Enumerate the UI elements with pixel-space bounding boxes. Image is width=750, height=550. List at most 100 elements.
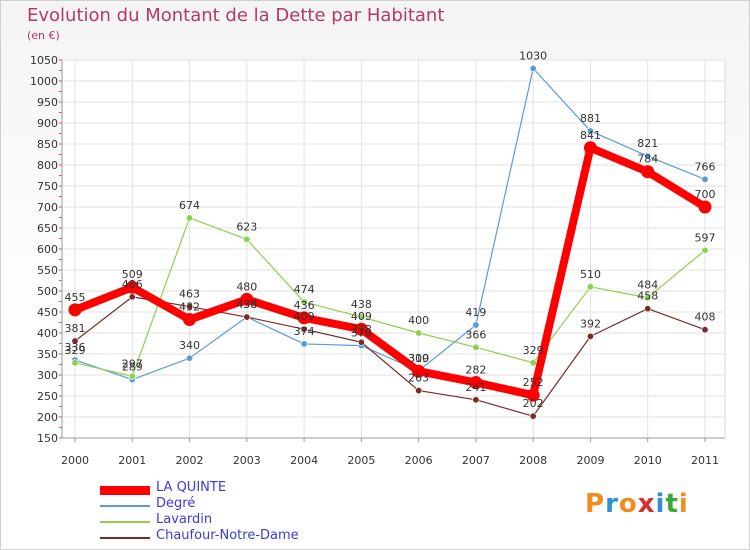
data-label: 409 — [294, 310, 315, 323]
data-point — [701, 246, 709, 254]
data-point — [243, 235, 251, 243]
data-point — [529, 359, 537, 367]
y-tick-label: 550 — [37, 264, 58, 277]
data-point — [125, 280, 139, 294]
data-point — [186, 214, 194, 222]
y-tick-label: 750 — [37, 180, 58, 193]
data-label: 463 — [179, 288, 200, 301]
data-label: 297 — [122, 357, 143, 370]
data-label: 841 — [580, 129, 601, 142]
data-point — [644, 294, 652, 302]
y-tick-label: 1050 — [30, 54, 58, 67]
y-tick-label: 350 — [37, 348, 58, 361]
data-label: 282 — [465, 364, 486, 377]
data-point — [472, 343, 480, 351]
legend-label: LA QUINTE — [156, 480, 227, 495]
data-point — [243, 313, 251, 321]
data-label: 289 — [122, 361, 143, 374]
data-label: 340 — [179, 339, 200, 352]
legend-swatch — [100, 537, 150, 539]
data-point — [300, 325, 308, 333]
series-line-2 — [74, 217, 706, 377]
data-label: 329 — [523, 344, 544, 357]
x-tick-label: 2003 — [233, 454, 261, 467]
y-tick-label: 500 — [37, 285, 58, 298]
data-label: 374 — [294, 325, 315, 338]
data-point — [586, 127, 594, 135]
x-tick-label: 2006 — [405, 454, 433, 467]
data-point — [186, 354, 194, 362]
data-label: 263 — [408, 372, 429, 385]
legend-label: Chaufour-Notre-Dame — [156, 528, 299, 543]
data-label: 310 — [408, 352, 429, 365]
data-label: 381 — [65, 322, 86, 335]
data-label: 458 — [637, 290, 658, 303]
data-label: 438 — [236, 298, 257, 311]
chart-title: Evolution du Montant de la Dette par Hab… — [27, 5, 445, 26]
y-tick-label: 200 — [37, 411, 58, 424]
data-point — [469, 376, 483, 390]
data-point — [644, 305, 652, 313]
data-label: 241 — [465, 381, 486, 394]
data-point — [240, 292, 254, 306]
data-point — [526, 388, 540, 402]
data-label: 766 — [695, 160, 716, 173]
data-point — [357, 313, 365, 321]
y-tick-label: 300 — [37, 369, 58, 382]
data-label: 438 — [236, 298, 257, 311]
legend-label: Lavardin — [156, 512, 213, 527]
data-point — [357, 338, 365, 346]
x-tick-label: 2001 — [118, 454, 146, 467]
y-tick-label: 450 — [37, 306, 58, 319]
x-tick-label: 2008 — [519, 454, 547, 467]
data-point — [68, 303, 82, 317]
x-tick-label: 2002 — [176, 454, 204, 467]
legend-swatch — [100, 486, 150, 495]
data-point — [641, 165, 655, 179]
data-label: 392 — [580, 317, 601, 330]
series-line-0 — [71, 143, 709, 400]
chart-subtitle: (en €) — [27, 29, 60, 42]
y-tick-label: 700 — [37, 201, 58, 214]
data-point — [300, 298, 308, 306]
data-label: 438 — [351, 298, 372, 311]
data-label: 408 — [695, 311, 716, 324]
data-label: 432 — [179, 301, 200, 314]
data-point — [586, 332, 594, 340]
x-tick-label: 2000 — [61, 454, 89, 467]
data-label: 1030 — [519, 49, 547, 62]
y-tick-label: 850 — [37, 138, 58, 151]
data-point — [186, 303, 194, 311]
data-label: 784 — [637, 153, 658, 166]
data-label: 674 — [179, 199, 200, 212]
data-label: 509 — [122, 268, 143, 281]
y-tick-label: 650 — [37, 222, 58, 235]
y-tick-label: 950 — [37, 96, 58, 109]
y-tick-label: 800 — [37, 159, 58, 172]
data-point — [701, 175, 709, 183]
data-label: 329 — [65, 344, 86, 357]
data-label: 510 — [580, 268, 601, 281]
y-tick-label: 400 — [37, 327, 58, 340]
data-point — [183, 313, 197, 327]
data-label: 336 — [65, 341, 86, 354]
data-label: 370 — [351, 327, 372, 340]
data-label: 597 — [695, 231, 716, 244]
data-point — [415, 329, 423, 337]
y-tick-label: 1000 — [30, 75, 58, 88]
y-tick-label: 250 — [37, 390, 58, 403]
data-point — [412, 364, 426, 378]
legend-swatch — [100, 505, 150, 507]
data-label: 474 — [294, 283, 315, 296]
x-tick-label: 2009 — [576, 454, 604, 467]
data-label: 309 — [408, 352, 429, 365]
data-label: 700 — [695, 188, 716, 201]
series-line-1 — [74, 67, 706, 381]
legend-label: Degré — [156, 496, 196, 511]
data-label: 480 — [236, 280, 257, 293]
data-label: 366 — [465, 328, 486, 341]
data-point — [701, 326, 709, 334]
data-point — [472, 396, 480, 404]
data-point — [586, 283, 594, 291]
